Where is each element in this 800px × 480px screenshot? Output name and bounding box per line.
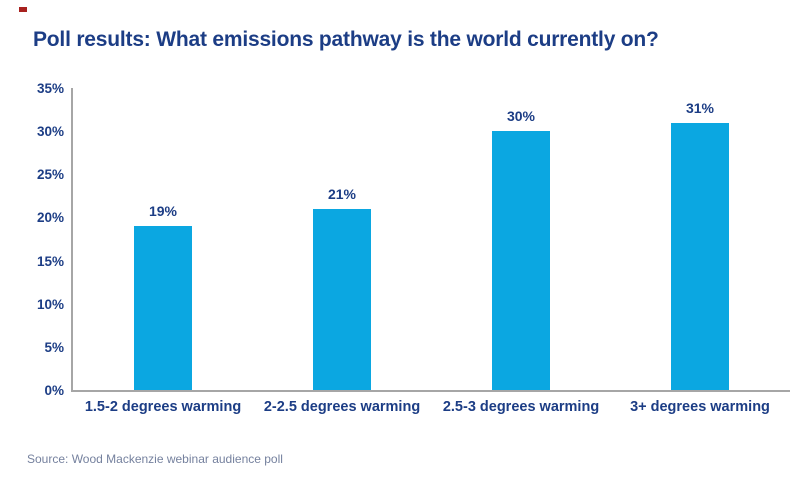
- y-axis-tick-label: 35%: [36, 81, 64, 96]
- y-axis-tick-label: 0%: [44, 383, 64, 398]
- bar-value-label: 30%: [506, 108, 536, 124]
- y-axis-tick-label: 20%: [36, 210, 64, 226]
- brand-logo-mark: [19, 7, 27, 12]
- x-axis-category-label: 2.5-3 degrees warming: [442, 399, 600, 415]
- y-axis-tick-label: 25%: [36, 167, 64, 183]
- bar-value-label: 19%: [148, 203, 178, 219]
- page-title: Poll results: What emissions pathway is …: [33, 28, 659, 51]
- y-axis-line: [71, 88, 73, 392]
- x-axis-category-label: 2-2.5 degrees warming: [263, 399, 421, 415]
- bar-3-degrees-warming: [671, 123, 729, 390]
- bar-value-label: 21%: [327, 186, 357, 202]
- x-axis-category-label: 1.5-2 degrees warming: [84, 399, 242, 415]
- x-axis-category-label: 3+ degrees warming: [630, 399, 770, 415]
- bar-2-5-3-degrees-warming: [492, 131, 550, 390]
- bar-2-2-5-degrees-warming: [313, 209, 371, 390]
- y-axis-tick-label: 10%: [36, 296, 64, 312]
- bar-value-label: 31%: [685, 100, 715, 116]
- y-axis-tick-label: 30%: [36, 124, 64, 140]
- y-axis-tick-label: 5%: [44, 339, 64, 355]
- y-axis-tick-label: 15%: [36, 253, 64, 269]
- bar-1-5-2-degrees-warming: [134, 226, 192, 390]
- source-note: Source: Wood Mackenzie webinar audience …: [27, 452, 283, 466]
- x-axis-line: [71, 390, 790, 392]
